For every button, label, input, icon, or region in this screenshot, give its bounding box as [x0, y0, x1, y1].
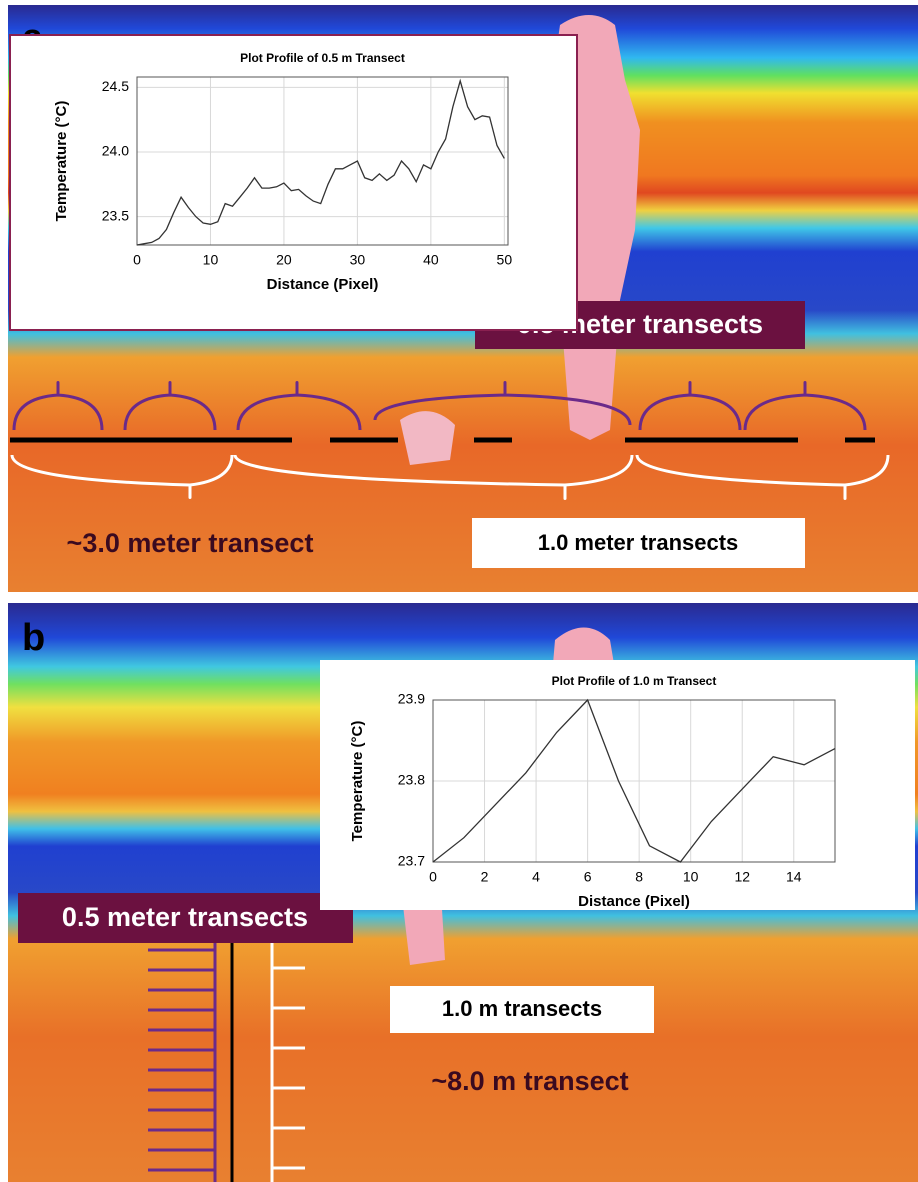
chart-title: Plot Profile of 0.5 m Transect	[240, 51, 405, 65]
chart: 0 2 4 6 8 10 12 14 23.7 23.8 23.9 Plot Profile of 1…	[320, 660, 915, 910]
x-tick-label: 14	[786, 869, 802, 885]
y-tick-label: 24.5	[102, 78, 129, 94]
x-tick-label: 12	[734, 869, 750, 885]
x-tick-label: 10	[203, 252, 219, 268]
x-tick-label: 2	[481, 869, 489, 885]
x-tick-label: 30	[350, 252, 366, 268]
x-tick-label: 10	[683, 869, 699, 885]
x-axis-label: Distance (Pixel)	[267, 276, 379, 293]
chart: 0 10 20 30 40 50 23.5 24.0 24.5 Plot Profile of 0…	[10, 35, 577, 330]
x-tick-label: 8	[635, 869, 643, 885]
x-tick-label: 0	[429, 869, 437, 885]
x-axis-label: Distance (Pixel)	[578, 893, 690, 910]
x-tick-label: 6	[584, 869, 592, 885]
panel-label: b	[22, 617, 45, 659]
y-tick-label: 23.5	[102, 207, 129, 223]
x-tick-label: 0	[133, 252, 141, 268]
y-tick-label: 23.9	[398, 691, 425, 707]
y-tick-label: 23.8	[398, 772, 425, 788]
annotation: 0.5 meter transects	[62, 902, 308, 932]
x-tick-label: 50	[497, 252, 513, 268]
x-tick-label: 40	[423, 252, 439, 268]
annotation: ~3.0 meter transect	[67, 528, 314, 558]
blob	[400, 411, 455, 465]
annotation: 1.0 meter transects	[538, 530, 739, 555]
figure: 0.5 meter transects ~3.0 meter transect …	[0, 0, 918, 1182]
chart-title: Plot Profile of 1.0 m Transect	[552, 674, 717, 688]
x-tick-label: 4	[532, 869, 540, 885]
y-tick-label: 23.7	[398, 853, 425, 869]
annotation: 1.0 m transects	[442, 996, 602, 1021]
annotation: ~8.0 m transect	[431, 1066, 628, 1096]
y-axis-label: Temperature (°C)	[53, 101, 70, 222]
x-tick-label: 20	[276, 252, 292, 268]
y-tick-label: 24.0	[102, 143, 129, 159]
y-axis-label: Temperature (°C)	[349, 721, 366, 842]
